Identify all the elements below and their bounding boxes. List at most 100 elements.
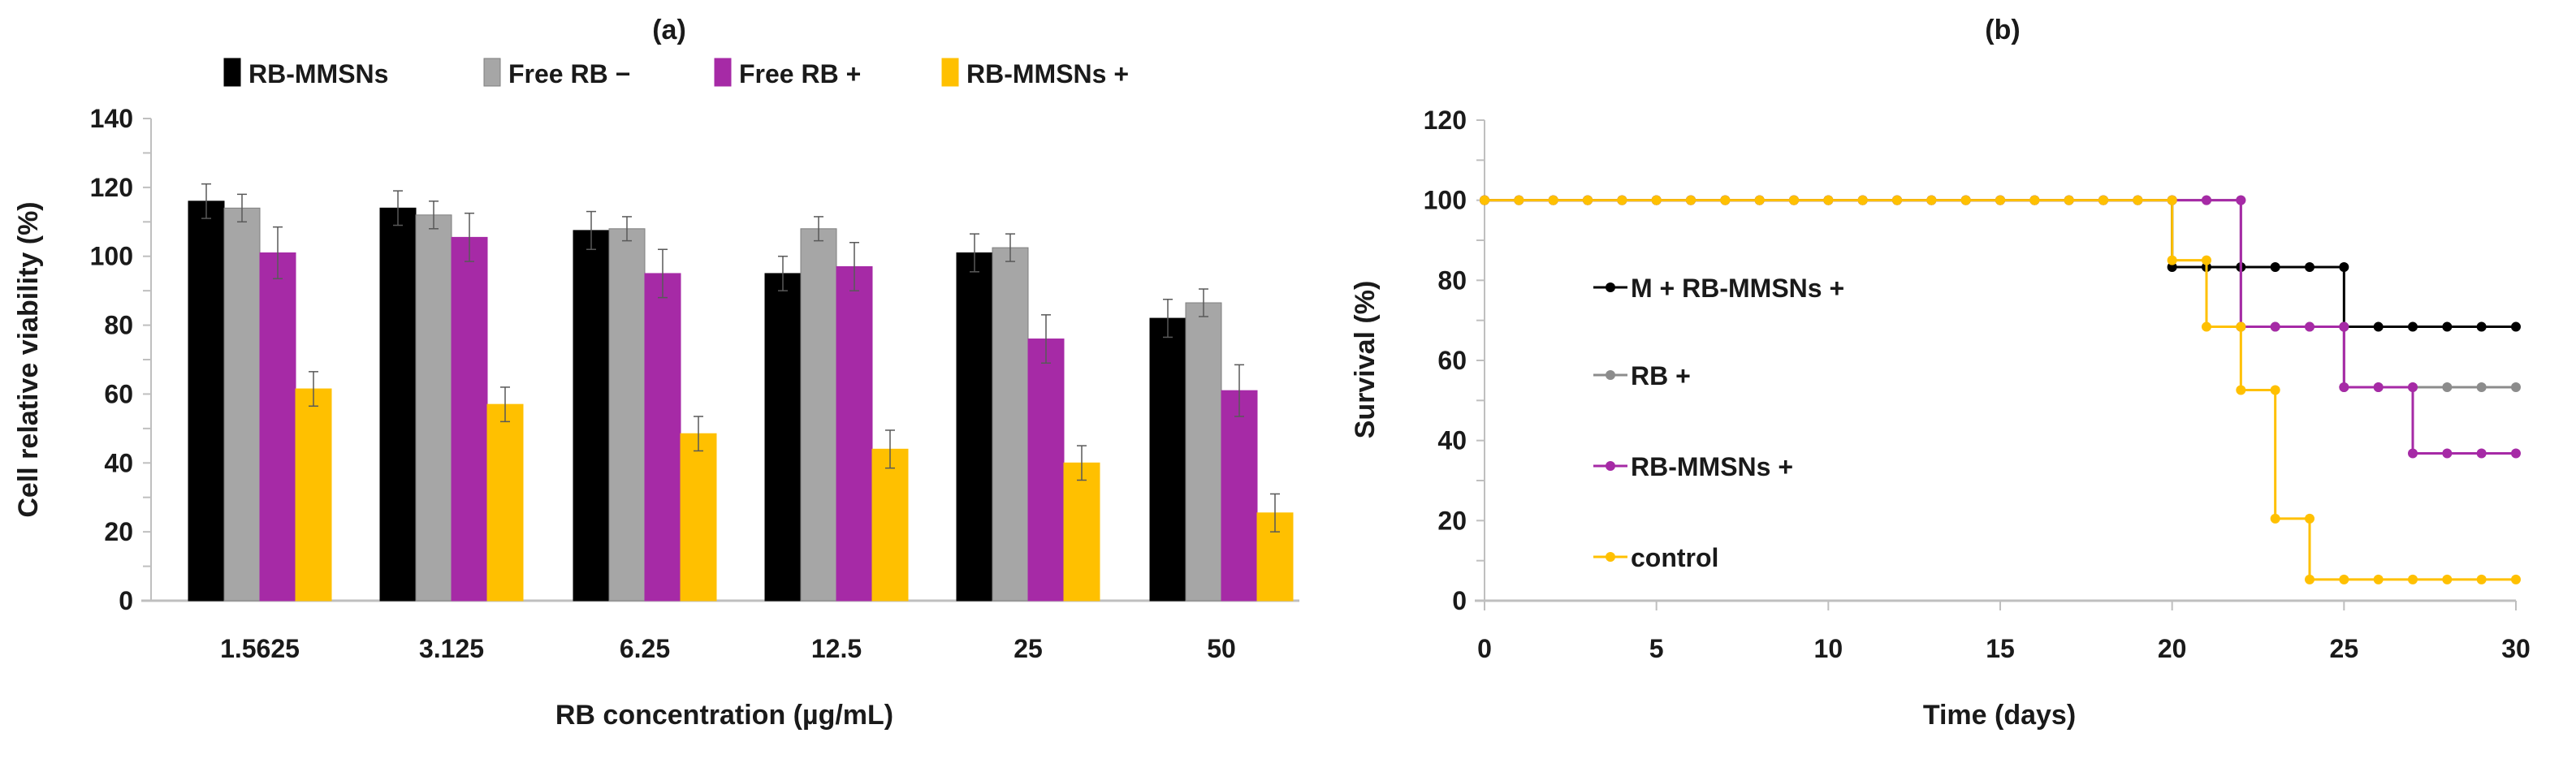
y-tick-label: 80 <box>104 311 133 340</box>
legend-label: Free RB − <box>508 59 630 88</box>
data-point <box>2270 262 2280 273</box>
legend-label: RB-MMSNs + <box>966 59 1129 88</box>
data-point <box>1857 195 1868 205</box>
data-point <box>2476 574 2487 584</box>
data-point <box>2373 382 2384 393</box>
bar <box>259 252 296 602</box>
legend-label: RB-MMSNs <box>249 59 388 88</box>
data-point <box>2476 448 2487 459</box>
panel-b-y-axis-label: Survival (%) <box>1350 281 1381 439</box>
panel-b-legend: M + RB-MMSNs + RB + RB-MMSNs + control <box>1593 274 1844 572</box>
data-point <box>2202 195 2211 205</box>
bar <box>486 403 524 602</box>
legend-label: M + RB-MMSNs + <box>1631 274 1844 303</box>
legend-marker <box>1606 370 1615 380</box>
data-point <box>2511 448 2521 459</box>
data-point <box>1480 195 1489 205</box>
x-tick-label: 20 <box>2158 634 2187 663</box>
data-point <box>1892 195 1902 205</box>
panel-a-axes: 0 20 40 60 80 100 120 140 1.5625 3.125 6.25 12.5 25 5… <box>90 104 1299 663</box>
data-point <box>2133 195 2143 205</box>
data-point <box>1823 195 1834 205</box>
panel-b-x-axis-label: Time (days) <box>1923 700 2076 731</box>
panel-a-y-axis-label: Cell relative viability (%) <box>13 201 44 517</box>
bar <box>573 230 610 602</box>
bar <box>188 201 225 602</box>
x-tick-label: 0 <box>1477 634 1492 663</box>
x-tick-label: 50 <box>1207 634 1236 663</box>
bar <box>1027 339 1065 602</box>
y-tick-label: 120 <box>90 173 133 202</box>
x-tick-label: 6.25 <box>620 634 670 663</box>
data-point <box>1754 195 1765 205</box>
y-tick-label: 60 <box>104 379 133 408</box>
data-point <box>1548 195 1558 205</box>
x-tick-label: 15 <box>1986 634 2015 663</box>
x-tick-label: 5 <box>1649 634 1664 663</box>
legend-swatch <box>483 58 501 87</box>
data-point <box>2511 574 2521 584</box>
data-point <box>2476 382 2487 393</box>
survival-line <box>1485 199 2516 581</box>
bar <box>295 388 332 602</box>
data-point <box>2236 195 2246 205</box>
bar <box>223 207 261 602</box>
data-point <box>2305 574 2315 584</box>
data-point <box>2442 448 2453 459</box>
legend-marker <box>1606 282 1615 292</box>
data-point <box>2167 255 2177 265</box>
y-tick-label: 20 <box>1437 506 1467 535</box>
data-point <box>2442 321 2453 332</box>
bar <box>451 236 488 602</box>
x-tick-label: 25 <box>2330 634 2359 663</box>
bar <box>680 433 717 602</box>
data-point <box>2408 382 2418 393</box>
data-point <box>2029 195 2040 205</box>
y-tick-label: 100 <box>1424 186 1467 215</box>
data-point <box>2339 574 2349 584</box>
panel-b-title: (b) <box>1985 15 2020 45</box>
data-point <box>2408 448 2418 459</box>
series-0 <box>1480 195 2521 332</box>
data-point <box>1995 195 2005 205</box>
y-tick-label: 0 <box>1452 586 1467 615</box>
data-point <box>1960 195 1971 205</box>
data-point <box>2408 321 2418 332</box>
panel-b-survival-chart: (b) Survival (%) Time (days) 0 20 40 60 80 10… <box>1350 15 2531 731</box>
data-point <box>2408 574 2418 584</box>
legend-label: RB + <box>1631 361 1691 390</box>
data-point <box>2305 513 2315 524</box>
panel-a-bars <box>188 183 1294 602</box>
y-tick-label: 100 <box>90 242 133 271</box>
data-point <box>2202 255 2211 265</box>
bar <box>608 228 646 602</box>
x-tick-label: 25 <box>1014 634 1043 663</box>
bar <box>956 252 993 602</box>
data-point <box>1651 195 1662 205</box>
bar <box>415 214 452 602</box>
data-point <box>2236 385 2246 395</box>
survival-line <box>1485 199 2516 329</box>
data-point <box>2305 321 2315 332</box>
bar <box>800 228 837 602</box>
data-point <box>2476 321 2487 332</box>
data-point <box>2167 195 2177 205</box>
panel-a-title: (a) <box>652 15 686 45</box>
panel-b-axes: 0 20 40 60 80 100 120 0 5 10 15 20 25 30 <box>1424 106 2531 663</box>
data-point <box>2064 195 2074 205</box>
bar <box>1063 462 1100 602</box>
bar <box>379 207 417 602</box>
survival-line <box>1485 199 2516 455</box>
y-tick-label: 0 <box>119 586 133 615</box>
x-tick-label: 1.5625 <box>220 634 300 663</box>
data-point <box>2270 321 2280 332</box>
data-point <box>2098 195 2108 205</box>
x-tick-label: 12.5 <box>811 634 862 663</box>
y-tick-label: 140 <box>90 104 133 133</box>
x-tick-label: 3.125 <box>419 634 484 663</box>
y-tick-label: 20 <box>104 517 133 546</box>
bar <box>1221 390 1258 602</box>
y-tick-label: 60 <box>1437 346 1467 375</box>
bar <box>1185 302 1222 602</box>
